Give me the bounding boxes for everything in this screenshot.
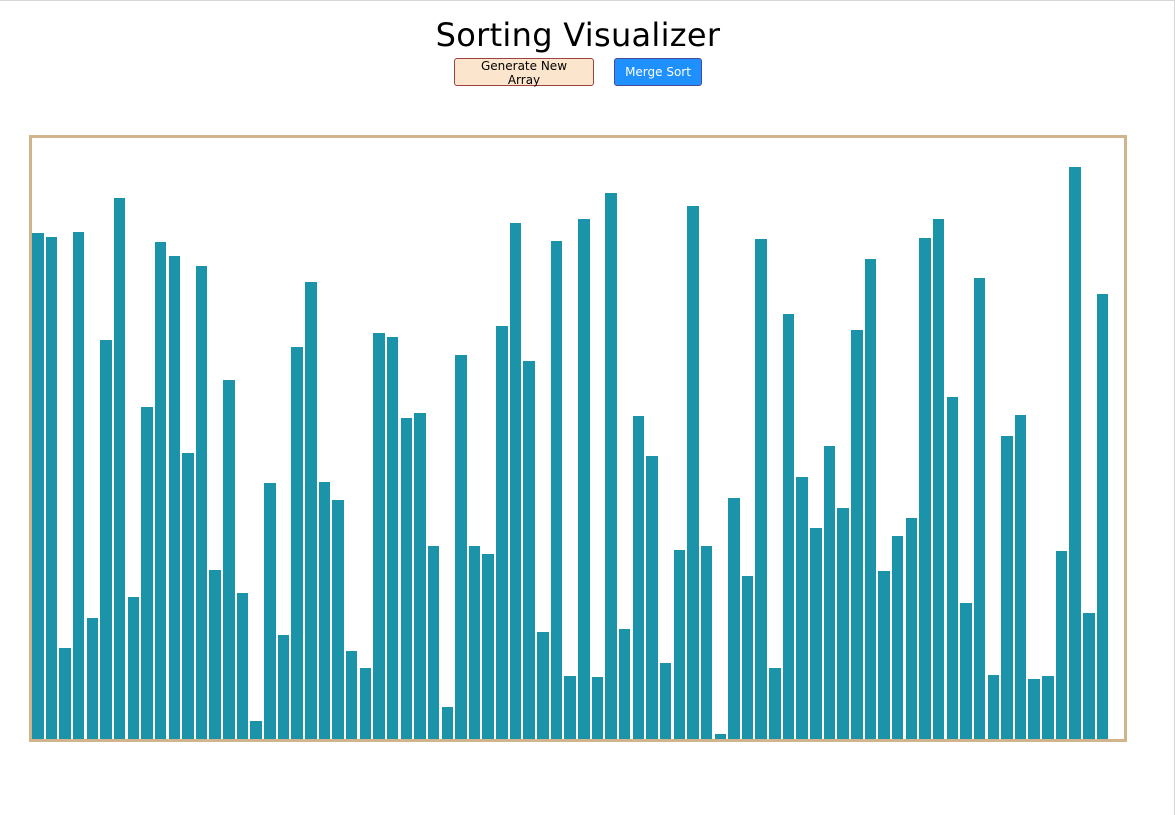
array-bar xyxy=(468,546,481,739)
array-bar xyxy=(823,446,836,739)
array-bar xyxy=(728,498,740,739)
array-bar xyxy=(564,676,576,739)
array-bar xyxy=(141,407,153,739)
array-bar xyxy=(973,278,986,739)
array-bar xyxy=(86,618,99,739)
array-bar xyxy=(113,198,126,739)
array-bar xyxy=(550,241,563,739)
array-bar xyxy=(659,663,672,739)
array-bar xyxy=(578,219,590,739)
array-bar xyxy=(1042,676,1054,739)
array-bar xyxy=(318,482,331,739)
array-bar xyxy=(414,413,426,739)
array-bar xyxy=(427,546,440,739)
array-bar xyxy=(523,361,535,739)
array-bar xyxy=(154,242,167,739)
array-bar xyxy=(782,314,795,739)
array-bar xyxy=(236,593,249,739)
array-bar xyxy=(755,239,767,739)
array-container xyxy=(29,135,1127,742)
array-bar xyxy=(441,707,453,739)
array-bar xyxy=(960,603,972,739)
array-bar xyxy=(455,355,467,739)
array-bar xyxy=(537,632,549,739)
array-bar xyxy=(1096,294,1109,739)
array-bar xyxy=(673,550,686,739)
array-bar xyxy=(509,223,522,739)
array-bar xyxy=(496,326,508,739)
array-bar xyxy=(209,570,221,739)
array-bar xyxy=(45,237,58,739)
array-bar xyxy=(72,232,85,739)
array-bar xyxy=(796,477,808,739)
array-bar xyxy=(359,668,372,739)
array-bar xyxy=(195,266,208,739)
array-bar xyxy=(1055,551,1068,739)
array-bar xyxy=(932,219,945,739)
array-bar xyxy=(946,397,959,739)
array-bar xyxy=(1028,679,1040,739)
array-bar xyxy=(345,651,358,739)
array-bar xyxy=(373,333,385,739)
array-bar xyxy=(482,554,494,739)
array-bar xyxy=(810,528,822,739)
array-bar xyxy=(223,380,235,739)
array-bar xyxy=(32,233,44,739)
array-bar xyxy=(905,518,918,739)
array-bar xyxy=(891,536,904,739)
array-bar xyxy=(687,206,699,739)
array-bar xyxy=(250,721,262,739)
array-bar xyxy=(700,546,713,739)
array-bar xyxy=(182,453,194,739)
page-title: Sorting Visualizer xyxy=(435,16,721,54)
array-bar xyxy=(769,668,781,739)
array-bar xyxy=(168,256,180,739)
array-bar xyxy=(851,330,863,739)
array-bar xyxy=(919,238,931,739)
array-bar xyxy=(864,259,877,739)
array-bar xyxy=(632,416,645,739)
array-bar xyxy=(878,571,890,739)
array-bar xyxy=(127,597,140,739)
array-bar xyxy=(987,675,999,739)
array-bar xyxy=(1001,436,1013,739)
array-bar xyxy=(59,648,71,739)
merge-sort-button[interactable]: Merge Sort xyxy=(614,58,702,86)
array-bar xyxy=(277,635,290,739)
controls-bar: Generate New Array Merge Sort xyxy=(0,58,1156,87)
array-bar xyxy=(305,282,317,739)
array-bar xyxy=(400,418,413,739)
array-bar xyxy=(618,629,631,739)
array-bar xyxy=(591,677,604,739)
array-bar xyxy=(1014,415,1027,739)
array-bar xyxy=(837,508,849,739)
generate-new-array-button[interactable]: Generate New Array xyxy=(454,58,594,87)
array-bar xyxy=(1069,167,1081,739)
array-bar xyxy=(605,193,617,739)
array-bar xyxy=(264,483,276,739)
array-bar xyxy=(714,734,726,739)
array-bar xyxy=(291,347,303,739)
array-bar xyxy=(741,576,754,739)
header: Sorting Visualizer xyxy=(0,16,1156,54)
array-bar xyxy=(100,340,112,739)
array-bar xyxy=(386,337,399,739)
array-bar xyxy=(1083,613,1095,739)
array-bar xyxy=(332,500,344,739)
array-bar xyxy=(646,456,658,739)
